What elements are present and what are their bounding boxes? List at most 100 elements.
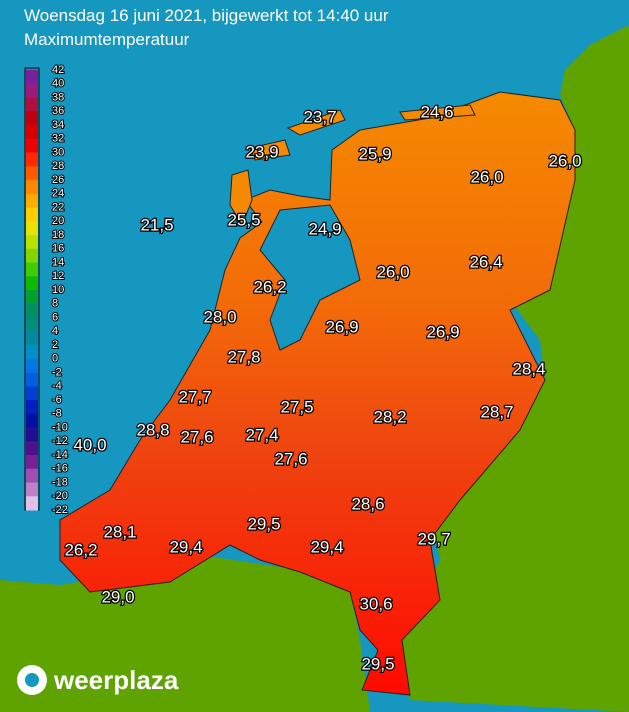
station-temp: 27,6 [274,449,307,468]
legend-label: 8 [52,298,58,310]
station-temp: 28,6 [351,494,384,513]
station-temp: 29,4 [310,537,343,556]
station-temp: 28,7 [480,402,513,421]
legend-swatch [26,482,38,497]
station-temp: 26,0 [548,151,581,170]
station-temp: 28,2 [373,407,406,426]
station-temp: 29,5 [247,514,280,533]
station-temp: 28,4 [512,359,545,378]
legend-swatch [26,193,38,208]
station-temp: 27,5 [280,397,313,416]
station-temp: 28,1 [103,522,136,541]
legend-label: 28 [52,160,64,172]
legend-label: -6 [52,394,62,406]
legend: 424038363432302826242220181614121086420-… [26,63,69,517]
legend-swatch [26,372,38,387]
legend-label: 24 [52,188,64,200]
station-temp: 29,0 [101,587,134,606]
legend-swatch [26,400,38,415]
station-temp: 25,5 [227,210,260,229]
legend-swatch [26,276,38,291]
legend-swatch [26,468,38,483]
station-temp: 24,9 [308,219,341,238]
title: Woensdag 16 juni 2021, bijgewerkt tot 14… [24,6,389,25]
legend-label: 32 [52,133,64,145]
station-temp: 27,8 [227,347,260,366]
ijsselmeer [259,204,361,351]
legend-label: 6 [52,311,58,323]
station-temp: 29,4 [169,537,202,556]
legend-swatch [26,235,38,250]
station-temp: 28,0 [203,307,236,326]
station-temp: 25,9 [358,144,391,163]
legend-label: -12 [52,435,68,447]
legend-label: -14 [52,449,68,461]
legend-swatch [26,441,38,456]
legend-label: -20 [52,490,68,502]
station-temp: 28,8 [136,420,169,439]
legend-label: 12 [52,270,64,282]
station-temp: 26,4 [469,252,502,271]
legend-label: -2 [52,366,62,378]
legend-label: 2 [52,339,58,351]
station-temp: 27,4 [245,425,278,444]
legend-label: 14 [52,256,64,268]
legend-swatch [26,221,38,236]
legend-swatch [26,207,38,222]
legend-label: 36 [52,105,64,117]
station-temp: 26,2 [64,540,97,559]
legend-swatch [26,413,38,428]
island [229,169,253,227]
station-temp: 27,6 [180,427,213,446]
legend-swatch [26,248,38,263]
legend-label: 34 [52,119,64,131]
station-temp: 21,5 [140,215,173,234]
legend-label: 0 [52,353,58,365]
legend-swatch [26,345,38,360]
legend-label: 42 [52,64,64,76]
legend-swatch [26,358,38,373]
legend-label: 20 [52,215,64,227]
legend-label: -22 [52,504,68,516]
subtitle: Maximumtemperatuur [24,30,190,49]
station-temp: 27,7 [178,387,211,406]
station-temp: 26,2 [253,277,286,296]
legend-swatch [26,83,38,98]
legend-swatch [26,331,38,346]
legend-label: 26 [52,174,64,186]
legend-label: 4 [52,325,58,337]
station-temp: 26,9 [426,322,459,341]
legend-swatch [26,180,38,195]
legend-swatch [26,152,38,167]
legend-label: -4 [52,380,62,392]
brand: weerplaza [53,665,179,695]
legend-swatch [26,166,38,181]
land-south [0,555,370,712]
legend-label: -10 [52,421,68,433]
legend-swatch [26,317,38,332]
legend-label: 10 [52,284,64,296]
legend-swatch [26,125,38,140]
legend-swatch [26,111,38,126]
legend-swatch [26,262,38,277]
legend-swatch [26,303,38,318]
station-temp: 23,7 [303,107,336,126]
island [249,139,291,161]
station-temp: 30,6 [359,594,392,613]
station-temp: 23,9 [245,142,278,161]
legend-swatch [26,290,38,305]
station-temp: 26,9 [325,317,358,336]
legend-label: 18 [52,229,64,241]
station-temp: 29,5 [361,654,394,673]
legend-label: 22 [52,201,64,213]
legend-label: -18 [52,476,68,488]
stations: 23,7 24,6 23,9 25,9 26,0 26,0 21,5 25,5 24,9 26,0… [63,101,583,675]
legend-label: 38 [52,91,64,103]
legend-swatch [26,386,38,401]
legend-label: -16 [52,463,68,475]
legend-swatch [26,138,38,153]
land-east [400,25,629,712]
legend-swatch [26,97,38,112]
legend-swatch [26,455,38,470]
